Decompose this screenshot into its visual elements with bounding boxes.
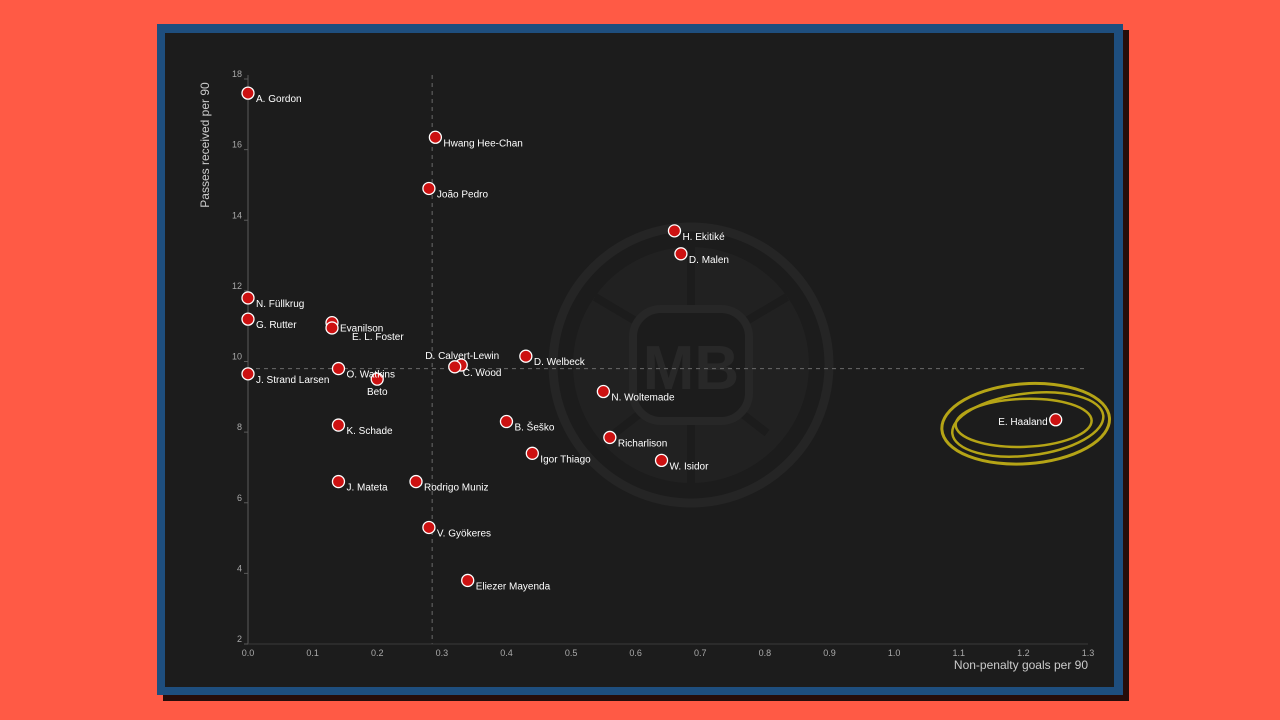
data-point [525, 446, 539, 460]
x-tick-label: 0.2 [371, 648, 384, 658]
data-point [370, 372, 384, 386]
x-tick-label: 0.4 [500, 648, 513, 658]
y-tick-label: 18 [232, 69, 242, 79]
data-point [519, 349, 533, 363]
scatter-chart: MB 0.0 0.1 0.2 0.3 0.4 0.5 0.6 0.7 0.8 0.9 1.0 1.1 1… [198, 69, 1112, 672]
points-layer [241, 86, 1063, 588]
point-label: Rodrigo Muniz [424, 483, 488, 494]
data-point [331, 474, 346, 489]
data-point [422, 520, 436, 535]
data-point [241, 291, 255, 305]
point-label: Richarlison [618, 438, 667, 449]
labels-layer: A. Gordon Hwang Hee-Chan João Pedro H. Ekit… [256, 94, 1048, 592]
data-point [674, 247, 688, 261]
x-tick-label: 0.8 [759, 648, 772, 658]
x-tick-label: 1.0 [888, 648, 901, 658]
point-label: J. Mateta [346, 483, 388, 494]
highlight-circle [940, 381, 1112, 466]
data-point [499, 414, 514, 429]
point-label: C. Wood [463, 368, 502, 379]
data-point [428, 130, 443, 144]
data-point [667, 224, 682, 238]
point-label: N. Füllkrug [256, 299, 304, 310]
data-point [325, 321, 339, 335]
point-label: E. L. Foster [352, 332, 404, 343]
x-tick-label: 0.5 [565, 648, 578, 658]
highlight-ring [940, 381, 1112, 466]
highlight-ring [951, 391, 1105, 458]
x-tick-label: 0.0 [242, 648, 255, 658]
data-point [241, 367, 255, 381]
point-label: Igor Thiago [540, 454, 591, 465]
data-point [448, 360, 462, 374]
point-label: Beto [367, 387, 388, 398]
y-tick-label: 2 [237, 634, 242, 644]
y-tick-label: 4 [237, 563, 242, 573]
y-tick-label: 14 [232, 210, 242, 220]
point-label: W. Isidor [670, 461, 710, 472]
data-point [603, 430, 617, 445]
y-axis-title: Passes received per 90 [198, 82, 212, 208]
x-axis-title: Non-penalty goals per 90 [954, 658, 1088, 672]
y-tick-label: 10 [232, 352, 242, 362]
point-label: Evanilson [340, 324, 383, 335]
data-point [596, 384, 611, 399]
data-point [461, 573, 475, 588]
chart-panel: MB 0.0 0.1 0.2 0.3 0.4 0.5 0.6 0.7 0.8 0.9 1.0 1.1 1… [165, 33, 1114, 687]
x-tick-label: 0.9 [823, 648, 836, 658]
x-tick-label: 0.3 [436, 648, 449, 658]
data-point [1049, 413, 1063, 427]
y-tick-label: 8 [237, 422, 242, 432]
point-label: K. Schade [346, 426, 393, 437]
data-point [241, 86, 255, 100]
watermark-logo: MB [548, 222, 834, 508]
x-tick-label: 1.1 [953, 648, 966, 658]
x-tick-label: 1.3 [1082, 648, 1095, 658]
point-label: H. Ekitiké [682, 232, 725, 243]
axes-layer: 0.0 0.1 0.2 0.3 0.4 0.5 0.6 0.7 0.8 0.9 1.0 1.1 1.2 1… [232, 69, 1094, 658]
data-point [422, 181, 436, 196]
point-label: João Pedro [437, 189, 489, 200]
x-tick-label: 0.7 [694, 648, 707, 658]
x-tick-label: 0.6 [629, 648, 642, 658]
x-tick-label: 0.1 [306, 648, 319, 658]
chart-frame: MB 0.0 0.1 0.2 0.3 0.4 0.5 0.6 0.7 0.8 0.9 1.0 1.1 1… [157, 24, 1123, 695]
y-tick-label: 12 [232, 281, 242, 291]
data-point [241, 312, 255, 326]
data-point [331, 418, 346, 432]
point-label: J. Strand Larsen [256, 375, 329, 386]
point-label: D. Calvert-Lewin [425, 351, 499, 362]
point-label: A. Gordon [256, 94, 302, 105]
grid-layer [248, 75, 1088, 644]
y-tick-label: 6 [237, 493, 242, 503]
point-label: D. Malen [689, 255, 729, 266]
data-point [331, 361, 346, 376]
highlight-ring [954, 397, 1093, 449]
data-point [654, 453, 669, 468]
point-label: N. Woltemade [611, 393, 675, 404]
point-label: E. Haaland [998, 417, 1047, 428]
point-label: O. Watkins [346, 370, 395, 381]
point-label: V. Gyökeres [437, 528, 491, 539]
y-tick-label: 16 [232, 140, 242, 150]
point-label: G. Rutter [256, 320, 297, 331]
point-label: Eliezer Mayenda [476, 581, 551, 592]
point-label: B. Šeško [514, 421, 554, 434]
point-label: Hwang Hee-Chan [443, 138, 523, 149]
x-tick-label: 1.2 [1017, 648, 1030, 658]
data-point [409, 474, 423, 489]
point-label: D. Welbeck [534, 357, 586, 368]
